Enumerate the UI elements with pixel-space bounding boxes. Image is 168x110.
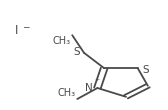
Text: S: S — [142, 65, 149, 75]
Text: I: I — [15, 24, 18, 37]
Text: S: S — [73, 47, 80, 57]
Text: ⁺: ⁺ — [94, 77, 99, 87]
Text: CH₃: CH₃ — [52, 36, 71, 46]
Text: CH₃: CH₃ — [57, 88, 76, 98]
Text: −: − — [22, 22, 30, 31]
Text: N: N — [86, 83, 93, 93]
